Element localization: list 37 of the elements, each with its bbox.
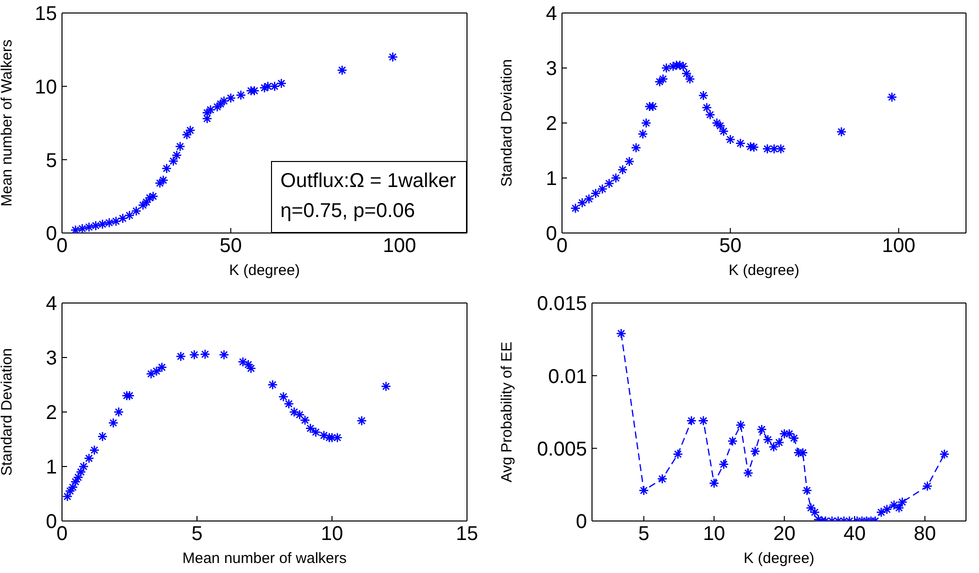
y-tick-label: 3	[46, 348, 57, 370]
x-tick-label: 100	[382, 235, 416, 258]
x-axis-title: K (degree)	[229, 262, 300, 279]
x-tick-label: 40	[843, 523, 866, 546]
y-tick-label: 4	[546, 3, 557, 26]
x-tick-label: 10	[320, 523, 344, 546]
y-axis-title: Mean number of Walkers	[0, 39, 16, 207]
y-tick-label: 0.015	[536, 293, 587, 316]
y-axis-title: Standard Deviation	[498, 59, 516, 187]
x-tick-label: 80	[914, 523, 936, 546]
x-tick-label: 10	[702, 523, 726, 546]
x-axis-title: K (degree)	[728, 262, 800, 279]
y-tick-label: 1	[546, 168, 557, 190]
x-axis-title: Mean number of walkers	[182, 550, 347, 567]
y-axis-title: Avg Probability of EE	[498, 342, 516, 482]
y-tick-label: 5	[46, 150, 57, 172]
x-tick-label: 15	[456, 523, 478, 546]
x-tick-label: 50	[719, 235, 742, 258]
annotation: η=0.75, p=0.06	[280, 199, 416, 224]
y-tick-label: 10	[34, 76, 57, 98]
x-tick-label: 5	[638, 523, 650, 546]
y-tick-label: 3	[546, 58, 557, 80]
y-tick-label: 0.005	[536, 438, 587, 460]
annotation: Outflux:Ω = 1walker	[280, 169, 456, 194]
y-tick-label: 0.01	[548, 366, 587, 388]
y-tick-label: 2	[546, 113, 557, 136]
y-tick-label: 4	[46, 293, 57, 316]
x-tick-label: 20	[773, 523, 796, 546]
x-tick-label: 5	[191, 523, 203, 546]
y-tick-label: 15	[34, 3, 57, 26]
y-tick-label: 2	[46, 402, 57, 424]
x-tick-label: 100	[882, 235, 916, 258]
text-box: Outflux:Ω = 1walker η=0.75, p=0.06	[271, 161, 467, 233]
x-axis-title: K (degree)	[744, 550, 814, 567]
y-tick-label: 1	[46, 456, 57, 479]
y-axis-title: Standard Deviation	[0, 348, 16, 476]
x-tick-label: 50	[220, 235, 242, 258]
